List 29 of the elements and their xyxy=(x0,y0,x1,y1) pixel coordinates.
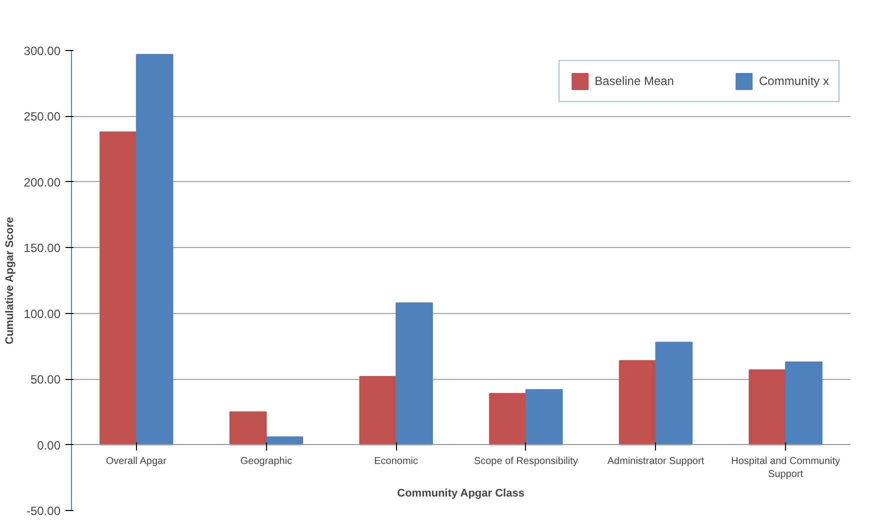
y-tick-label: 300.00 xyxy=(24,44,61,58)
bar xyxy=(136,54,174,446)
x-tick-label: Administrator Support xyxy=(607,456,704,467)
x-tick-label: Hospital and Community Support xyxy=(731,456,840,480)
x-tick-label: Scope of Responsibility xyxy=(474,456,578,467)
x-tick-label: Overall Apgar xyxy=(106,456,168,467)
y-tick-label: 100.00 xyxy=(24,306,61,321)
x-axis-title: Community Apgar Class xyxy=(397,488,524,500)
bar xyxy=(785,361,822,446)
bar xyxy=(359,376,397,446)
bar xyxy=(748,369,786,446)
y-tick-label: 0.00 xyxy=(37,438,61,452)
y-tick-label: 50.00 xyxy=(30,372,61,387)
bar xyxy=(618,360,656,446)
bar xyxy=(100,131,137,446)
y-tick-label: -50.00 xyxy=(26,504,61,518)
y-tick-label: 150.00 xyxy=(24,241,61,256)
bar xyxy=(489,393,526,446)
y-tick-label: 250.00 xyxy=(24,110,61,124)
bar xyxy=(655,342,693,446)
x-tick-label: Economic xyxy=(374,456,418,467)
bar xyxy=(229,411,267,446)
legend-label: Community x xyxy=(758,74,829,88)
bar xyxy=(525,389,563,446)
bar xyxy=(396,302,433,446)
y-tick-label: 200.00 xyxy=(24,175,61,190)
x-tick-label: Geographic xyxy=(240,456,292,467)
y-axis-title: Cumulative Apgar Score xyxy=(4,217,16,344)
legend-label: Baseline Mean xyxy=(594,74,674,88)
